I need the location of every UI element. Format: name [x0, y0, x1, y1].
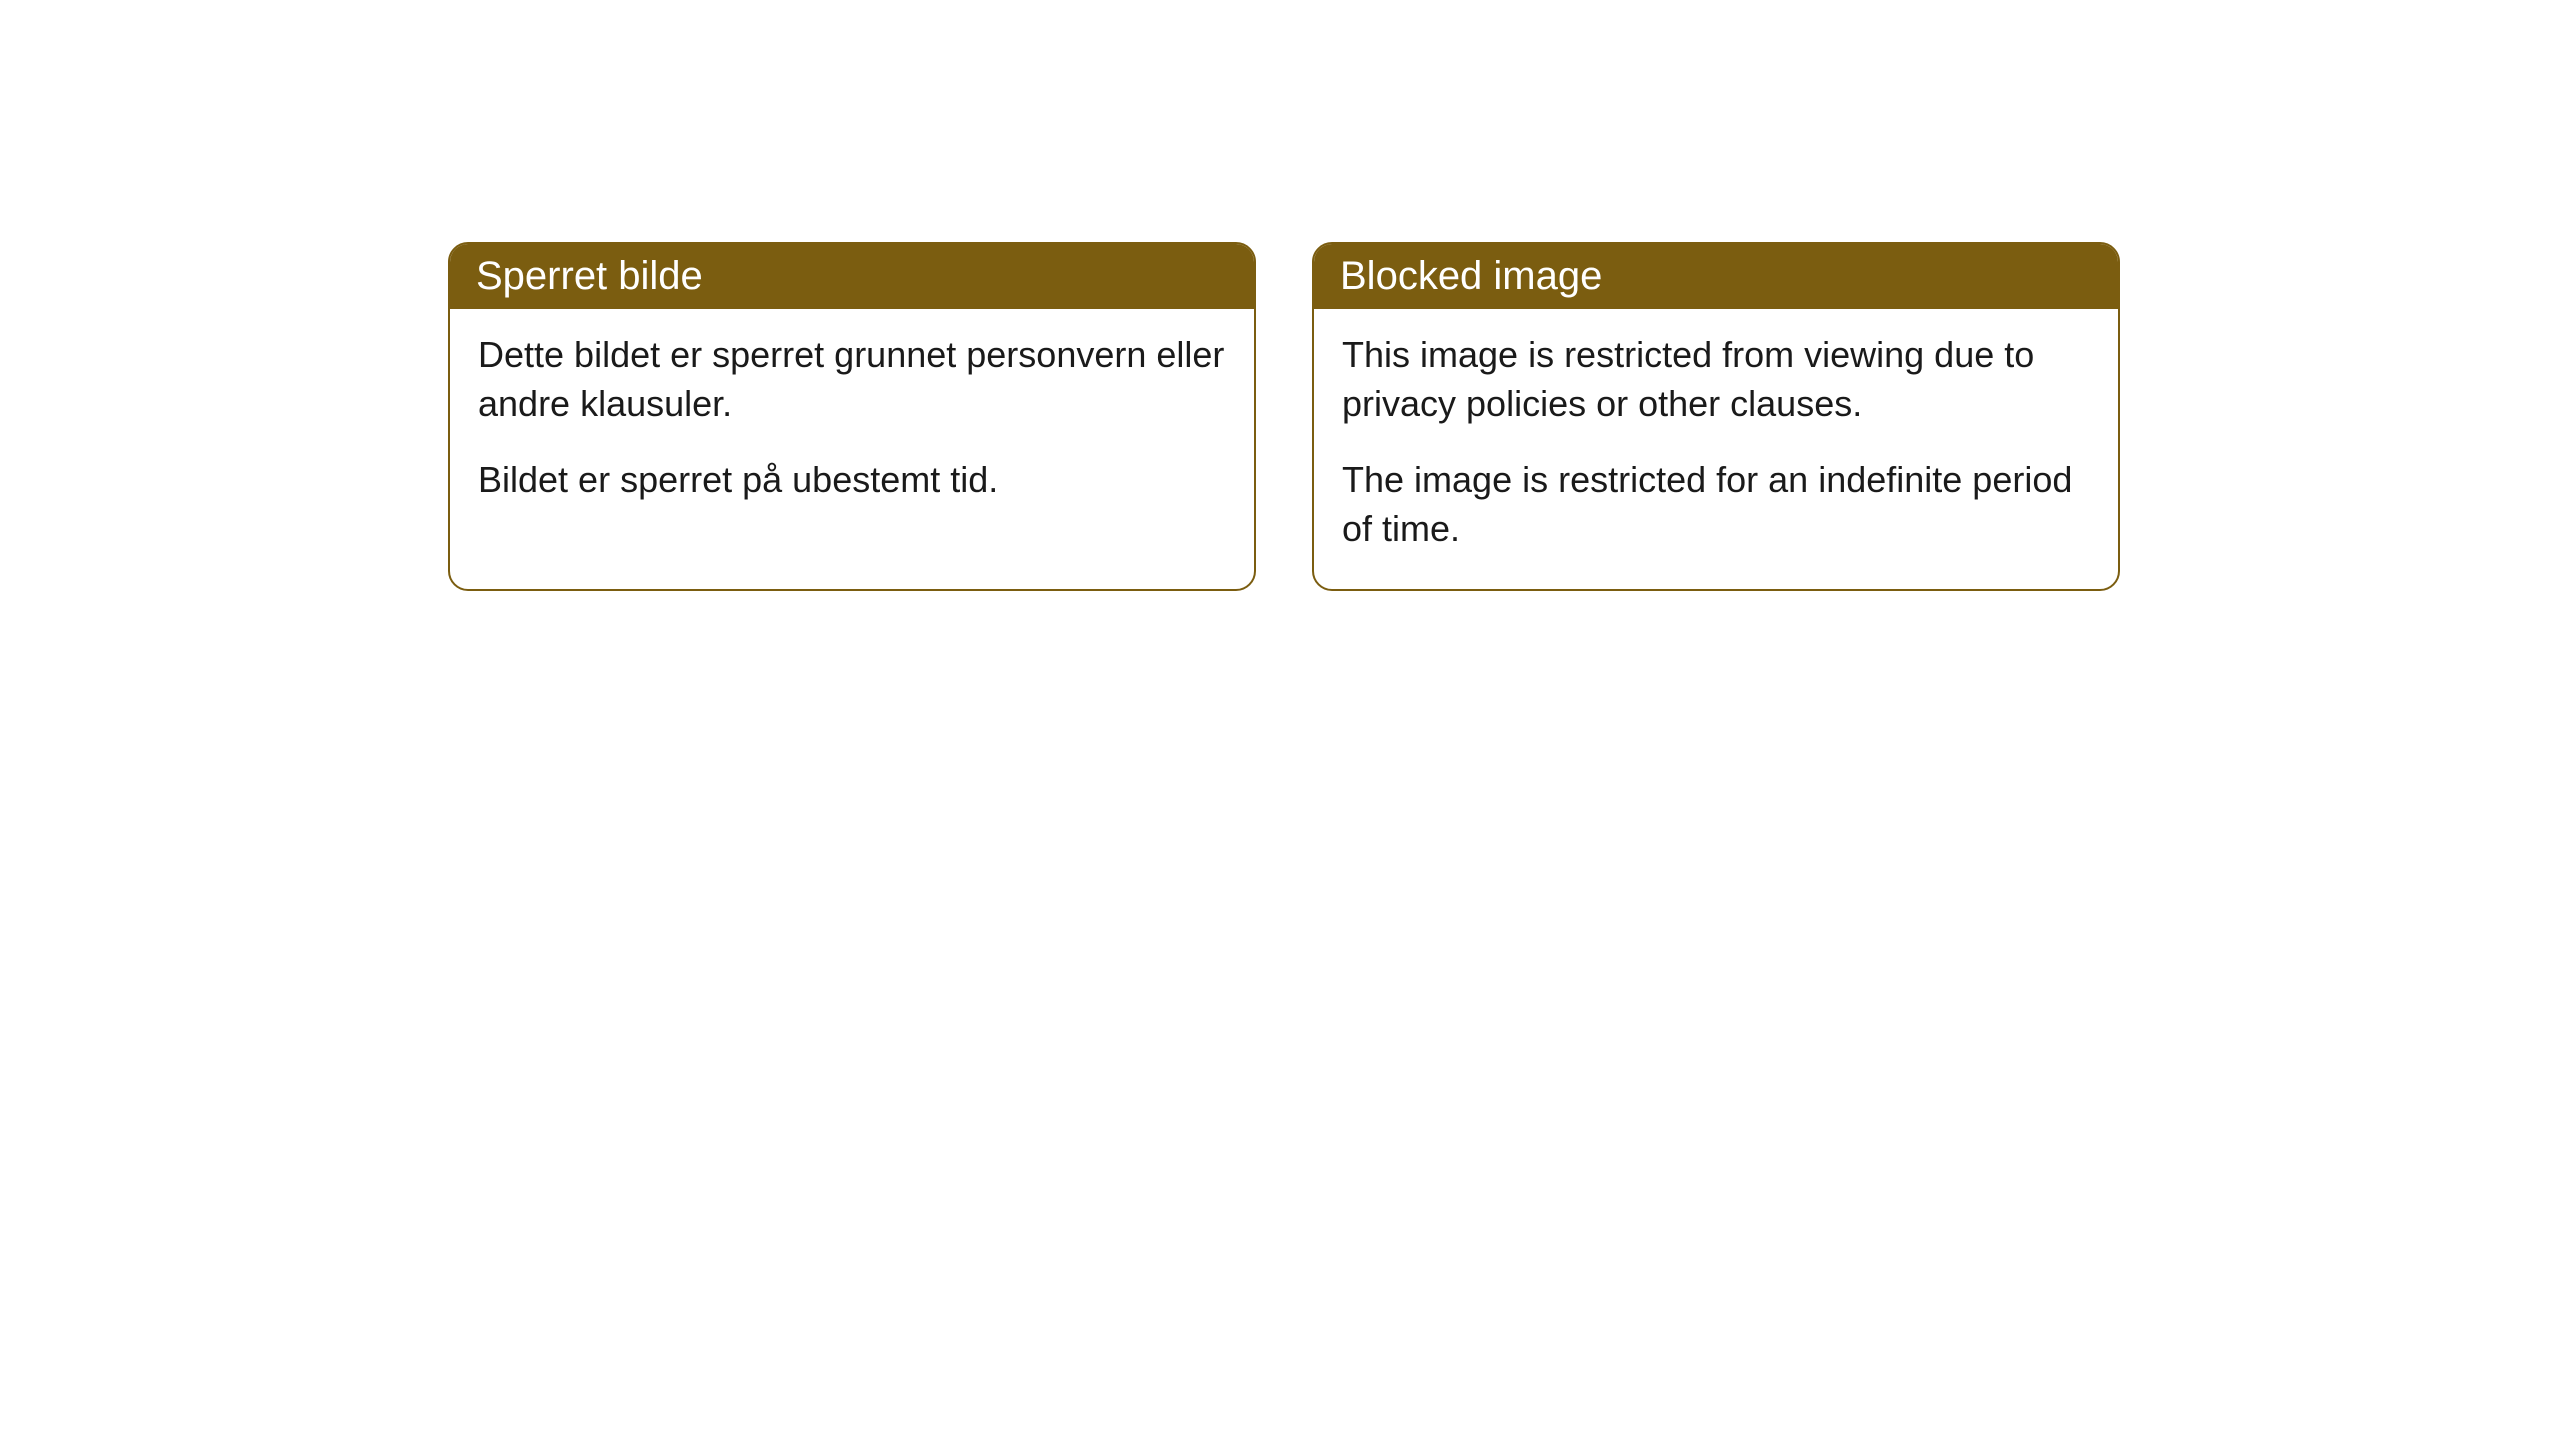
- card-body-norwegian: Dette bildet er sperret grunnet personve…: [450, 309, 1254, 541]
- blocked-image-card-english: Blocked image This image is restricted f…: [1312, 242, 2120, 591]
- card-title: Blocked image: [1340, 254, 1602, 298]
- card-header-english: Blocked image: [1314, 244, 2118, 309]
- card-body-english: This image is restricted from viewing du…: [1314, 309, 2118, 589]
- blocked-image-card-norwegian: Sperret bilde Dette bildet er sperret gr…: [448, 242, 1256, 591]
- card-title: Sperret bilde: [476, 254, 703, 298]
- notice-cards-container: Sperret bilde Dette bildet er sperret gr…: [448, 242, 2120, 591]
- card-paragraph-1: This image is restricted from viewing du…: [1342, 331, 2090, 428]
- card-header-norwegian: Sperret bilde: [450, 244, 1254, 309]
- card-paragraph-2: The image is restricted for an indefinit…: [1342, 456, 2090, 553]
- card-paragraph-2: Bildet er sperret på ubestemt tid.: [478, 456, 1226, 505]
- card-paragraph-1: Dette bildet er sperret grunnet personve…: [478, 331, 1226, 428]
